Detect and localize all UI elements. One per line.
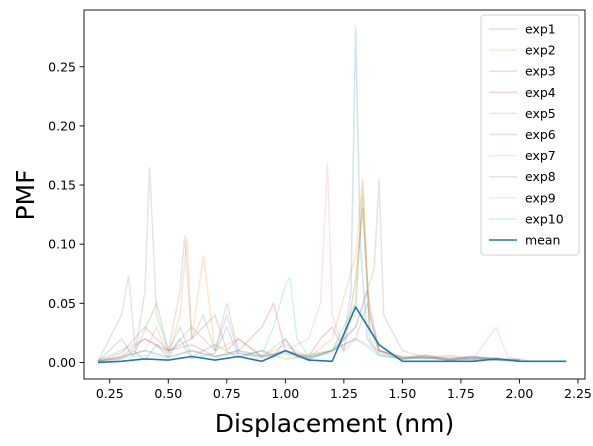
legend-label-mean: mean <box>525 233 560 248</box>
y-tick-label: 0.05 <box>48 296 76 311</box>
x-tick-label: 2.25 <box>564 386 592 401</box>
series-layer <box>97 26 567 364</box>
x-tick-label: 2.00 <box>506 386 534 401</box>
x-tick-label: 1.25 <box>330 386 358 401</box>
y-tick-label: 0.00 <box>48 355 76 370</box>
legend-label-exp2: exp2 <box>525 43 556 58</box>
series-line-exp5 <box>97 290 520 361</box>
series-line-exp10 <box>97 276 520 363</box>
y-axis-ticks: 0.00 0.05 0.10 0.15 0.20 0.25 <box>48 59 84 370</box>
series-line-exp3 <box>97 196 520 362</box>
y-tick-label: 0.20 <box>48 118 76 133</box>
x-tick-label: 1.75 <box>447 386 475 401</box>
legend-label-exp8: exp8 <box>525 169 556 184</box>
plot-frame <box>83 9 586 380</box>
series-line-exp8 <box>97 166 520 362</box>
y-tick-label: 0.25 <box>48 59 76 74</box>
legend-label-exp5: exp5 <box>525 106 556 121</box>
legend: exp1 exp2 exp3 exp4 exp5 exp6 exp7 exp8 exp9 exp1… <box>480 14 580 256</box>
x-tick-label: 0.25 <box>96 386 124 401</box>
series-line-exp6 <box>97 302 520 363</box>
y-tick-label: 0.10 <box>48 237 76 252</box>
series-line-mean <box>97 306 567 364</box>
legend-label-exp9: exp9 <box>525 190 556 205</box>
legend-label-exp1: exp1 <box>525 22 556 37</box>
legend-label-exp4: exp4 <box>525 85 556 100</box>
y-axis-title: PMF <box>11 169 40 220</box>
x-tick-label: 1.50 <box>388 386 416 401</box>
legend-label-exp6: exp6 <box>525 127 556 142</box>
legend-box <box>480 14 580 256</box>
legend-label-exp3: exp3 <box>525 64 556 79</box>
x-axis-title: Displacement (nm) <box>215 409 455 438</box>
series-line-exp4 <box>97 207 520 363</box>
x-tick-label: 0.75 <box>213 386 241 401</box>
x-tick-label: 0.50 <box>154 386 182 401</box>
legend-label-exp10: exp10 <box>525 211 564 226</box>
series-line-exp2 <box>97 178 532 363</box>
x-axis-ticks: 0.25 0.50 0.75 1.00 1.25 1.50 1.75 2.00 2.25 <box>96 379 592 401</box>
series-line-exp9 <box>97 180 520 363</box>
legend-label-exp7: exp7 <box>525 148 556 163</box>
y-tick-label: 0.15 <box>48 178 76 193</box>
x-tick-label: 1.00 <box>271 386 299 401</box>
series-line-exp7 <box>97 163 520 363</box>
